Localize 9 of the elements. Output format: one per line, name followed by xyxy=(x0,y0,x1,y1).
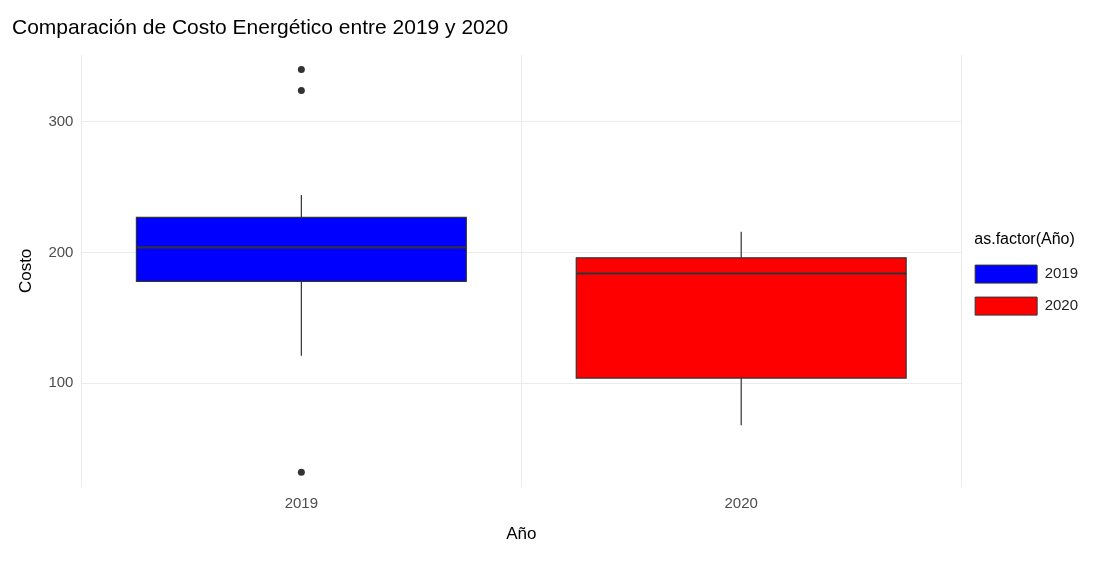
legend-title: as.factor(Año) xyxy=(974,230,1075,248)
y-tick-label: 100 xyxy=(48,373,74,391)
y-tick-label: 300 xyxy=(48,112,74,130)
y-axis-title: Costo xyxy=(15,248,35,294)
chart-title: Comparación de Costo Energético entre 2019 y 2020 xyxy=(12,15,509,39)
legend-label: 2019 xyxy=(1044,264,1079,282)
x-axis-title: Año xyxy=(506,524,537,544)
legend-label: 2020 xyxy=(1044,296,1079,314)
y-tick-label: 200 xyxy=(48,242,74,260)
